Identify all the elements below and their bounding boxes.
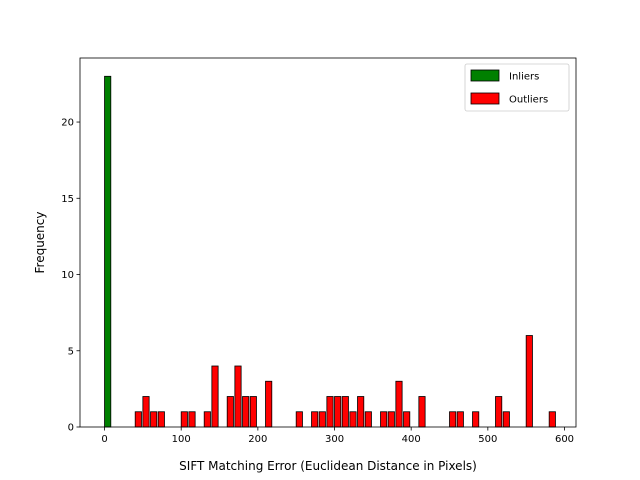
bar-outliers-10 <box>242 396 250 428</box>
bar-outliers-27 <box>449 411 457 428</box>
bar-outliers-9 <box>234 365 242 428</box>
bar-outliers-18 <box>341 396 349 428</box>
bar-outliers-26 <box>418 396 426 428</box>
bar-outliers-3 <box>157 411 165 428</box>
bar-outliers-15 <box>318 411 326 428</box>
bar-outliers-20 <box>357 396 365 428</box>
bar-outliers-29 <box>472 411 480 428</box>
x-tick-label: 500 <box>478 434 497 445</box>
bar-outliers-14 <box>311 411 319 428</box>
bar-outliers-8 <box>226 396 234 428</box>
bar-outliers-25 <box>403 411 411 428</box>
y-axis-ticks: 0 5 10 15 20 <box>61 118 80 434</box>
y-tick-label: 20 <box>61 118 74 129</box>
bar-outliers-0 <box>134 411 142 428</box>
y-tick-label: 15 <box>61 194 74 205</box>
legend: Inliers Outliers <box>464 63 570 112</box>
bar-outliers-1 <box>142 396 150 428</box>
y-tick-label: 5 <box>68 346 74 357</box>
y-tick-label: 0 <box>68 423 74 434</box>
bar-outliers-6 <box>203 411 211 428</box>
bar-outliers-7 <box>211 365 219 428</box>
bar-outliers-30 <box>495 396 503 428</box>
bar-outliers-12 <box>265 380 273 428</box>
bar-outliers-21 <box>364 411 372 428</box>
x-axis-title: SIFT Matching Error (Euclidean Distance … <box>179 459 477 473</box>
bar-outliers-11 <box>249 396 257 428</box>
plot-frame <box>79 57 577 428</box>
legend-swatch-outliers <box>470 92 500 105</box>
x-tick-label: 0 <box>101 434 107 445</box>
bar-outliers-33 <box>548 411 556 428</box>
bar-outliers-2 <box>150 411 158 428</box>
x-tick-label: 200 <box>248 434 267 445</box>
bar-outliers-4 <box>180 411 188 428</box>
y-tick-label: 10 <box>61 270 74 281</box>
y-axis-title: Frequency <box>33 212 47 274</box>
bar-outliers-13 <box>295 411 303 428</box>
legend-label-outliers: Outliers <box>509 95 548 106</box>
bar-outliers-17 <box>334 396 342 428</box>
bar-outliers-16 <box>326 396 334 428</box>
bar-inliers-0 <box>104 75 112 428</box>
legend-label-inliers: Inliers <box>509 72 539 83</box>
x-axis-ticks: 0 100 200 300 400 500 600 <box>101 427 574 445</box>
bar-outliers-32 <box>525 335 533 428</box>
x-tick-label: 100 <box>172 434 191 445</box>
bar-outliers-19 <box>349 411 357 428</box>
bar-outliers-22 <box>380 411 388 428</box>
x-tick-label: 300 <box>325 434 344 445</box>
legend-swatch-inliers <box>470 69 500 82</box>
bar-outliers-28 <box>456 411 464 428</box>
bar-outliers-31 <box>502 411 510 428</box>
bar-outliers-23 <box>387 411 395 428</box>
x-tick-label: 600 <box>555 434 574 445</box>
x-tick-label: 400 <box>402 434 421 445</box>
bar-outliers-24 <box>395 380 403 428</box>
bar-outliers-5 <box>188 411 196 428</box>
